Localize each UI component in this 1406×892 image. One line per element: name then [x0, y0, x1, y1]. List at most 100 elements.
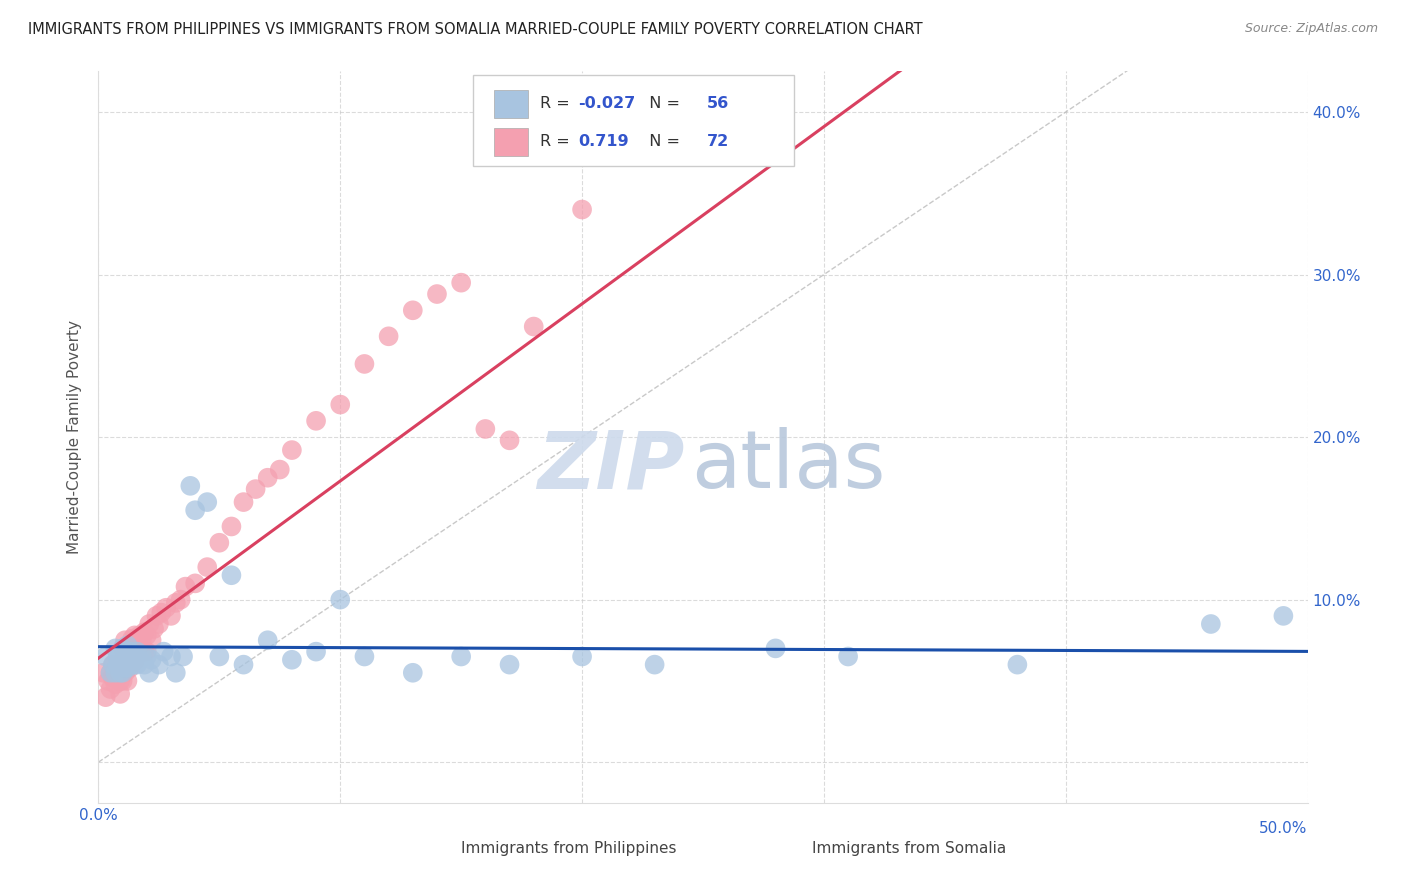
- Point: [150, 606, 173, 620]
- Point: [571, 649, 593, 664]
- Point: [498, 657, 520, 672]
- Point: [124, 628, 146, 642]
- Text: 0.719: 0.719: [578, 135, 628, 149]
- Point: [256, 633, 278, 648]
- Text: 56: 56: [707, 96, 728, 112]
- Point: [426, 287, 449, 301]
- Point: [245, 482, 267, 496]
- Point: [134, 625, 156, 640]
- Point: [108, 645, 131, 659]
- Point: [127, 657, 149, 672]
- Point: [148, 657, 170, 672]
- Point: [121, 641, 143, 656]
- Y-axis label: Married-Couple Family Poverty: Married-Couple Family Poverty: [67, 320, 83, 554]
- Point: [450, 649, 472, 664]
- FancyBboxPatch shape: [419, 838, 453, 859]
- Point: [108, 687, 131, 701]
- Point: [138, 665, 160, 680]
- Point: [107, 657, 129, 672]
- Point: [111, 654, 134, 668]
- Point: [329, 398, 352, 412]
- Point: [118, 645, 141, 659]
- Point: [837, 649, 859, 664]
- Point: [104, 665, 127, 680]
- Point: [108, 665, 131, 680]
- Point: [148, 617, 170, 632]
- Point: [208, 535, 231, 549]
- Point: [111, 641, 134, 656]
- Point: [329, 592, 352, 607]
- Point: [101, 657, 124, 672]
- Point: [135, 645, 157, 659]
- Point: [118, 657, 141, 672]
- Point: [184, 576, 207, 591]
- Text: -0.027: -0.027: [578, 96, 636, 112]
- Point: [305, 414, 328, 428]
- Point: [108, 649, 131, 664]
- FancyBboxPatch shape: [494, 128, 527, 156]
- Text: ZIP: ZIP: [537, 427, 685, 506]
- Text: Immigrants from Philippines: Immigrants from Philippines: [461, 841, 676, 856]
- Point: [111, 665, 134, 680]
- Text: atlas: atlas: [690, 427, 886, 506]
- Point: [128, 641, 150, 656]
- Point: [117, 673, 139, 688]
- Point: [221, 519, 243, 533]
- Point: [114, 665, 136, 680]
- Point: [117, 645, 139, 659]
- Point: [127, 645, 149, 659]
- Text: Immigrants from Somalia: Immigrants from Somalia: [811, 841, 1007, 856]
- Point: [128, 653, 150, 667]
- FancyBboxPatch shape: [494, 90, 527, 118]
- Point: [100, 665, 122, 680]
- Point: [305, 645, 328, 659]
- Point: [498, 434, 520, 448]
- Point: [108, 673, 131, 688]
- Point: [269, 462, 291, 476]
- Point: [101, 657, 124, 672]
- Point: [523, 319, 546, 334]
- FancyBboxPatch shape: [474, 75, 793, 167]
- Point: [281, 443, 304, 458]
- Point: [208, 649, 231, 664]
- Point: [127, 633, 149, 648]
- Text: IMMIGRANTS FROM PHILIPPINES VS IMMIGRANTS FROM SOMALIA MARRIED-COUPLE FAMILY POV: IMMIGRANTS FROM PHILIPPINES VS IMMIGRANT…: [28, 22, 922, 37]
- Point: [107, 649, 129, 664]
- Point: [221, 568, 243, 582]
- Point: [104, 641, 127, 656]
- Point: [104, 677, 127, 691]
- Point: [138, 617, 160, 632]
- Point: [114, 653, 136, 667]
- Point: [118, 661, 141, 675]
- Point: [256, 471, 278, 485]
- Point: [121, 632, 143, 646]
- Point: [1272, 608, 1295, 623]
- Point: [124, 649, 146, 664]
- Point: [402, 665, 425, 680]
- Point: [117, 661, 139, 675]
- Point: [1007, 657, 1029, 672]
- Text: N =: N =: [638, 96, 685, 112]
- Point: [195, 495, 218, 509]
- Point: [118, 645, 141, 659]
- Point: [100, 665, 122, 680]
- Point: [450, 276, 472, 290]
- Point: [184, 503, 207, 517]
- Point: [127, 645, 149, 659]
- Text: 72: 72: [707, 135, 728, 149]
- Point: [281, 653, 304, 667]
- Point: [134, 645, 156, 659]
- Point: [107, 671, 129, 685]
- Point: [141, 633, 163, 648]
- Point: [232, 495, 254, 509]
- Text: R =: R =: [540, 96, 575, 112]
- Point: [143, 622, 166, 636]
- Point: [179, 479, 201, 493]
- Point: [114, 649, 136, 664]
- Point: [117, 638, 139, 652]
- Point: [160, 608, 183, 623]
- Point: [111, 665, 134, 680]
- Point: [128, 628, 150, 642]
- Point: [353, 357, 375, 371]
- Point: [172, 649, 194, 664]
